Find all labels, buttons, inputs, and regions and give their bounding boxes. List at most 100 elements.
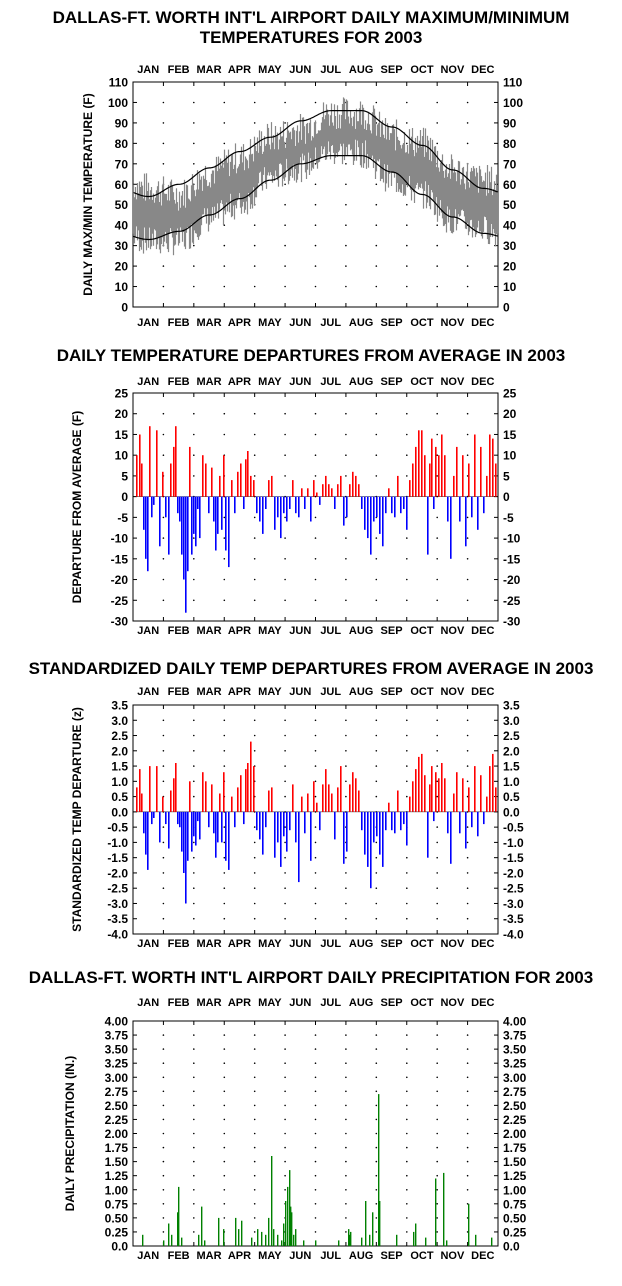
departure-bar-above (322, 484, 324, 497)
y-tick-label-right: 4.00 (503, 1015, 527, 1029)
y-tick-label-left: -20 (111, 573, 129, 587)
departure-bar-below (179, 811, 181, 828)
departure-bar-above (271, 787, 273, 812)
month-label-bottom: JUN (289, 938, 311, 950)
grid-dot (466, 780, 469, 783)
y-tick-label-right: 0.50 (503, 1211, 527, 1225)
departure-bar-above (438, 778, 440, 812)
departure-bar-below (400, 811, 402, 831)
grid-dot (162, 887, 165, 889)
y-tick-label-left: 70 (115, 157, 129, 171)
month-label-top: JUN (289, 64, 311, 76)
month-label-bottom: JUN (289, 317, 311, 329)
departure-bar-below (289, 811, 291, 831)
grid-dot (193, 1217, 195, 1219)
departure-bar-below (147, 811, 149, 870)
grid-dot (314, 1034, 317, 1036)
y-tick-label-left: -30 (111, 615, 129, 629)
grid-dot (375, 1174, 378, 1177)
departure-bar-above (301, 796, 303, 812)
grid-dot (314, 558, 317, 560)
y-tick-label-left: 2.25 (105, 1113, 129, 1127)
departure-bar-above (141, 793, 143, 812)
departure-bar-above (325, 475, 327, 497)
grid-dot (223, 734, 226, 737)
grid-dot (253, 1090, 256, 1093)
grid-dot (406, 765, 408, 767)
y-tick-label-right: 20 (503, 260, 517, 274)
y-tick-label-right: -15 (503, 552, 521, 566)
departure-bar-above (397, 790, 399, 812)
departure-bar-above (136, 787, 138, 812)
departure-bar-below (277, 811, 279, 843)
departure-bar-above (268, 480, 270, 497)
grid-dot (314, 475, 317, 477)
grid-dot (345, 1090, 347, 1093)
grid-dot (375, 285, 378, 288)
grid-dot (406, 433, 408, 436)
departure-bar-above (231, 796, 233, 812)
departure-bar-below (477, 811, 479, 837)
grid-dot (314, 841, 317, 844)
y-tick-label-left: 0 (121, 490, 128, 504)
grid-dot (253, 1048, 256, 1050)
departure-bar-above (173, 778, 175, 812)
precip-bar (315, 1240, 317, 1246)
grid-dot (253, 454, 256, 457)
month-label-top: DEC (471, 376, 494, 388)
grid-dot (436, 1090, 439, 1093)
grid-dot (375, 558, 378, 560)
grid-dot (436, 795, 439, 798)
departure-bar-above (337, 787, 339, 812)
departure-bar-above (340, 475, 342, 497)
departure-bar-below (471, 811, 473, 828)
grid-dot (253, 1146, 256, 1149)
grid-dot (253, 917, 256, 920)
grid-dot (436, 1048, 439, 1050)
grid-dot (314, 433, 317, 436)
month-label-top: MAY (258, 64, 282, 76)
grid-dot (284, 122, 286, 124)
y-tick-label-right: -3.0 (503, 897, 524, 911)
month-label-top: FEB (168, 376, 190, 388)
grid-dot (284, 1146, 286, 1149)
grid-dot (223, 265, 226, 267)
grid-dot (436, 1231, 439, 1233)
chart3-title: STANDARDIZED DAILY TEMP DEPARTURES FROM … (28, 659, 594, 678)
grid-dot (345, 1104, 347, 1107)
grid-dot (375, 433, 378, 436)
month-label-bottom: MAR (197, 1250, 222, 1262)
departure-bar-above (328, 484, 330, 497)
departure-bar-below (177, 811, 179, 825)
month-label-bottom: DEC (471, 317, 494, 329)
grid-dot (223, 1189, 226, 1191)
grid-dot (193, 719, 195, 722)
y-tick-label-right: -20 (503, 573, 521, 587)
grid-dot (162, 578, 165, 581)
grid-dot (466, 142, 469, 145)
departure-bar-above (245, 459, 247, 497)
grid-dot (466, 750, 469, 752)
grid-dot (193, 1090, 195, 1093)
grid-dot (284, 1174, 286, 1177)
departure-bar-above (480, 775, 482, 812)
grid-dot (314, 516, 317, 519)
grid-dot (193, 1034, 195, 1036)
y-tick-label-left: 2.50 (105, 1099, 129, 1113)
grid-dot (345, 719, 347, 722)
departure-bar-above (162, 796, 164, 812)
grid-dot (314, 795, 317, 798)
y-tick-label-left: 90 (115, 116, 129, 130)
y-tick-label-left: -1.5 (107, 851, 128, 865)
departure-bar-below (450, 496, 452, 559)
precip-bar (415, 1223, 417, 1246)
month-label-top: OCT (410, 376, 434, 388)
grid-dot (345, 734, 347, 737)
grid-dot (345, 183, 347, 186)
grid-dot (406, 750, 408, 752)
precip-bar (271, 1156, 273, 1246)
precip-bar (261, 1231, 263, 1246)
precip-bar (349, 1234, 351, 1247)
grid-dot (314, 917, 317, 920)
month-label-bottom: DEC (471, 625, 494, 637)
